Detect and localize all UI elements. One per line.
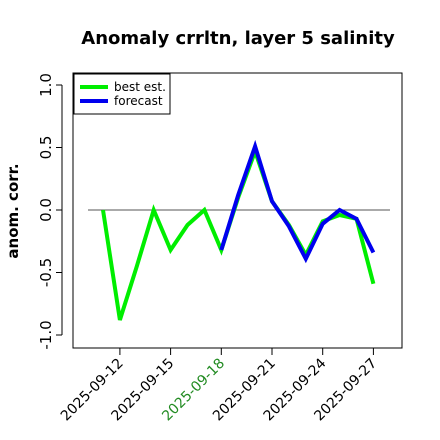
series-line-best-est [101,145,376,321]
y-tick-label: 1.0 [37,73,55,97]
chart-title: Anomaly crrltn, layer 5 salinity [81,28,395,49]
x-axis: 2025-09-122025-09-152025-09-182025-09-21… [58,347,380,424]
y-tick-label: 0.0 [37,198,55,222]
legend-label-forecast: forecast [114,94,163,108]
y-axis-label: anom. corr. [4,163,22,258]
y-axis: -1.0 -0.5 0.0 0.5 1.0 [37,73,63,350]
y-tick-label: -1.0 [37,320,55,349]
legend: best est. forecast [73,73,171,115]
y-tick-label: -0.5 [37,258,55,287]
series-layer [101,139,376,321]
legend-box [73,73,171,115]
y-tick-label: 0.5 [37,136,55,160]
legend-label-best-est: best est. [114,80,166,94]
series-line-forecast [219,139,376,264]
